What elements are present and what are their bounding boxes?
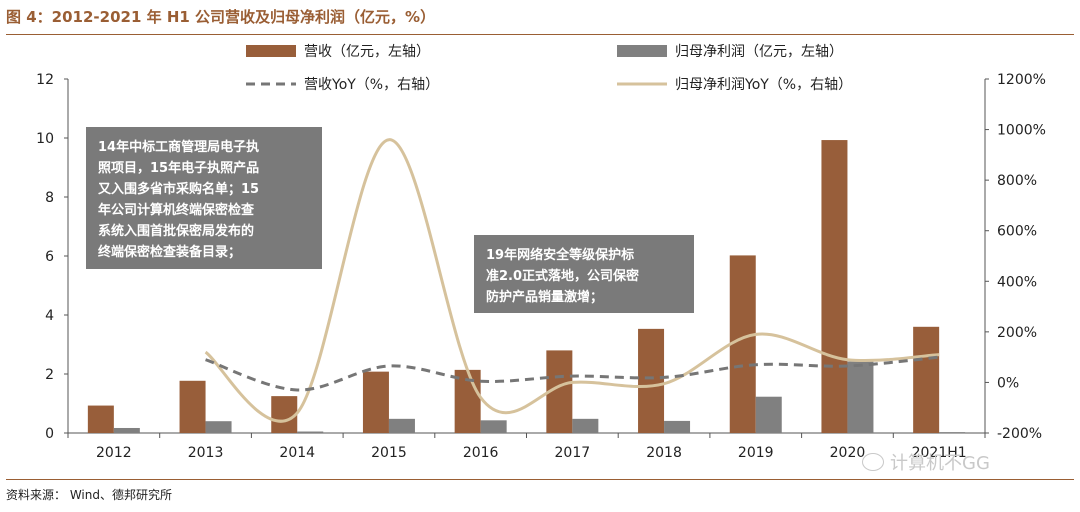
left-tick-label: 2 xyxy=(45,367,54,383)
watermark-text: 计算机不GG xyxy=(890,453,990,474)
revenue-bar xyxy=(87,405,114,433)
x-tick-label: 2021H1 xyxy=(912,445,967,461)
right-tick-label: -200% xyxy=(997,426,1042,442)
legend-revenue-label: 营收（亿元，左轴） xyxy=(304,44,430,60)
revenue-bar xyxy=(821,140,848,433)
source-note: 资料来源： Wind、德邦研究所 xyxy=(6,488,172,502)
profit-bar xyxy=(939,432,966,434)
annotation-text: 19年网络安全等级保护标 xyxy=(486,247,634,263)
profit-bar xyxy=(480,420,507,433)
legend-revenue-yoy-label: 营收YoY（%，右轴） xyxy=(304,77,439,93)
annotation-text: 照项目，15年电子执照产品 xyxy=(98,160,259,176)
annotation-text: 14年中标工商管理局电子执 xyxy=(98,139,259,155)
annotation-box xyxy=(474,235,694,313)
left-tick-label: 10 xyxy=(36,131,54,147)
annotation-text: 终端保密检查装备目录； xyxy=(98,244,241,260)
profit-bar xyxy=(755,396,782,433)
annotation-text: 年公司计算机终端保密检查 xyxy=(98,202,255,218)
profit-bar xyxy=(297,431,324,433)
legend-profit-swatch xyxy=(617,45,667,57)
revenue-bar xyxy=(179,380,206,433)
right-tick-label: 1200% xyxy=(997,72,1046,88)
legend-profit-label: 归母净利润（亿元，左轴） xyxy=(675,43,843,60)
x-tick-label: 2012 xyxy=(96,445,132,461)
revenue-bar xyxy=(638,328,665,433)
legend-profit-yoy-label: 归母净利润YoY（%，右轴） xyxy=(675,76,852,93)
lines-layer xyxy=(204,138,940,423)
profit-bar xyxy=(572,418,599,433)
annotation-text: 又入围多省市采购名单；15 xyxy=(97,181,259,197)
wechat-icon xyxy=(862,453,884,471)
x-tick-label: 2018 xyxy=(646,445,682,461)
legend-layer: 营收（亿元，左轴） 归母净利润（亿元，左轴） 营收YoY（%，右轴） 归母净利润YoY… xyxy=(246,43,852,93)
watermark: 计算机不GG xyxy=(862,449,990,475)
left-tick-label: 6 xyxy=(45,249,54,265)
revenue-bar xyxy=(362,371,389,433)
profit-bar xyxy=(388,418,415,433)
axes-layer: 0 2 4 6 8 10 12 -200% 0% 200% 400% 600% 800% 1000% 120… xyxy=(36,72,1046,461)
right-tick-label: 800% xyxy=(997,173,1037,189)
profit-bar xyxy=(847,361,874,433)
x-tick-label: 2019 xyxy=(738,445,774,461)
legend-revenue-swatch xyxy=(246,45,296,57)
x-tick-label: 2013 xyxy=(188,445,224,461)
x-tick-label: 2017 xyxy=(555,445,591,461)
revenue-bar xyxy=(913,326,940,433)
footer-divider xyxy=(6,479,1074,480)
annotation-text: 系统入围首批保密局发布的 xyxy=(98,223,254,239)
right-tick-label: 400% xyxy=(997,274,1037,290)
profit-bar xyxy=(113,427,140,433)
profit-bar xyxy=(205,421,232,433)
left-tick-label: 4 xyxy=(45,308,54,324)
right-tick-label: 1000% xyxy=(997,123,1046,139)
right-tick-label: 0% xyxy=(997,375,1019,391)
left-tick-label: 8 xyxy=(45,190,54,206)
annotation-text: 防护产品销量激增； xyxy=(486,289,603,305)
annotation-text: 准2.0正式落地，公司保密 xyxy=(486,268,639,284)
left-tick-label: 12 xyxy=(36,72,54,88)
profit-yoy-line xyxy=(204,138,940,423)
x-tick-label: 2014 xyxy=(279,445,315,461)
right-tick-label: 600% xyxy=(997,224,1037,240)
revenue-bar xyxy=(271,396,298,433)
bars-layer xyxy=(87,140,966,434)
x-tick-label: 2015 xyxy=(371,445,407,461)
right-tick-label: 200% xyxy=(997,325,1037,341)
x-tick-label: 2020 xyxy=(830,445,866,461)
left-tick-label: 0 xyxy=(45,426,54,442)
chart-title: 图 4：2012-2021 年 H1 公司营收及归母净利润（亿元，%） xyxy=(6,8,436,26)
x-tick-label: 2016 xyxy=(463,445,499,461)
title-divider xyxy=(6,34,1074,35)
profit-bar xyxy=(664,420,691,433)
revenue-bar xyxy=(729,255,756,433)
revenue-yoy-line xyxy=(205,355,940,392)
annotation-box xyxy=(86,127,322,269)
